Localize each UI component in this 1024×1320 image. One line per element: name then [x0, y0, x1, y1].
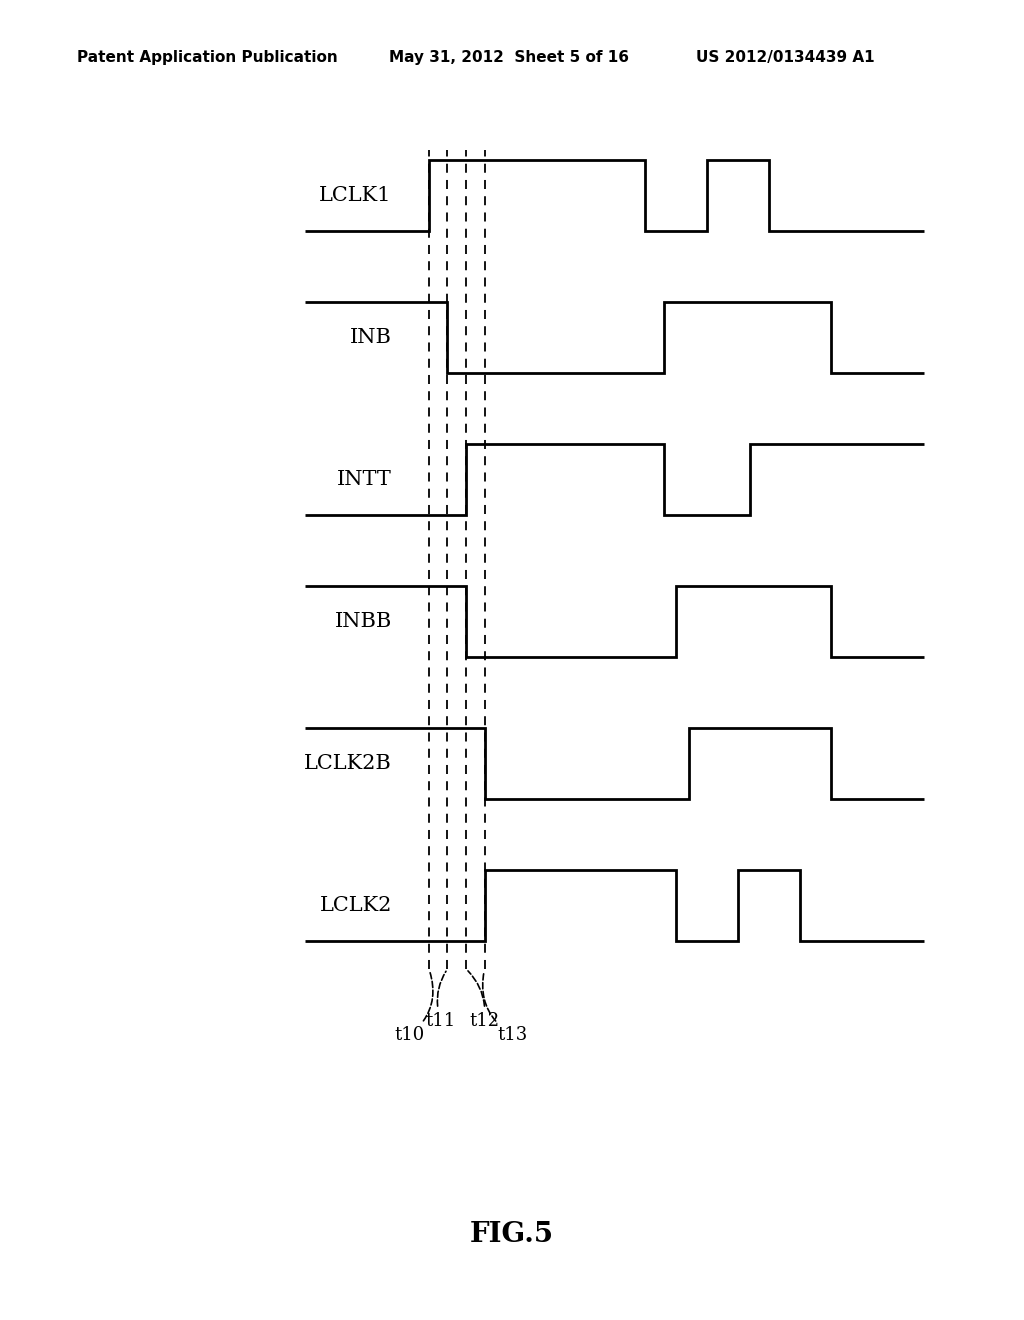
Text: May 31, 2012  Sheet 5 of 16: May 31, 2012 Sheet 5 of 16 — [389, 50, 629, 65]
Text: LCLK2B: LCLK2B — [304, 754, 392, 772]
Text: LCLK2: LCLK2 — [319, 895, 392, 915]
Text: t12: t12 — [468, 972, 500, 1030]
Text: INTT: INTT — [337, 470, 392, 488]
Text: t13: t13 — [482, 972, 527, 1044]
Text: US 2012/0134439 A1: US 2012/0134439 A1 — [696, 50, 874, 65]
Text: INBB: INBB — [335, 612, 392, 631]
Text: t11: t11 — [426, 972, 456, 1030]
Text: INB: INB — [350, 329, 392, 347]
Text: LCLK1: LCLK1 — [319, 186, 392, 206]
Text: t10: t10 — [395, 972, 433, 1044]
Text: FIG.5: FIG.5 — [470, 1221, 554, 1247]
Text: Patent Application Publication: Patent Application Publication — [77, 50, 338, 65]
